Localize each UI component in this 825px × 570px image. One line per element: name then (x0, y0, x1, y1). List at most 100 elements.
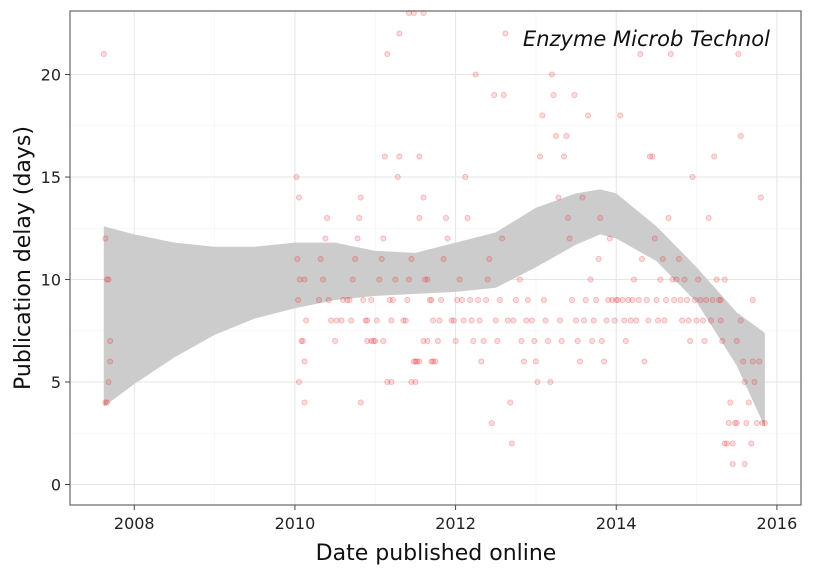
data-point (454, 297, 461, 304)
y-tick-label: 20 (41, 66, 61, 85)
data-point (609, 297, 616, 304)
data-point (531, 338, 538, 345)
data-point (561, 153, 568, 160)
data-point (701, 338, 708, 345)
data-point (641, 358, 648, 365)
data-point (491, 92, 498, 99)
data-point (386, 297, 393, 304)
data-point (705, 215, 712, 222)
data-point (456, 276, 463, 283)
data-point (364, 317, 371, 324)
data-point (745, 399, 752, 406)
data-point (103, 399, 110, 406)
data-point (464, 215, 471, 222)
smoothing-confidence-band (103, 189, 765, 428)
data-point (741, 461, 748, 468)
data-point (301, 358, 308, 365)
data-point (613, 297, 620, 304)
x-axis-ticks: 2008 2010 2012 2014 2016 (114, 505, 797, 533)
data-point (727, 399, 734, 406)
data-point (733, 420, 740, 427)
data-point (502, 30, 509, 37)
data-point (711, 153, 718, 160)
data-point (761, 420, 768, 427)
data-point (740, 358, 747, 365)
data-point (611, 317, 618, 324)
data-point (325, 297, 332, 304)
data-point (603, 317, 610, 324)
data-point (587, 276, 594, 283)
data-point (105, 379, 112, 386)
data-point (708, 317, 715, 324)
data-point (737, 317, 744, 324)
data-point (577, 358, 584, 365)
data-point (488, 420, 495, 427)
data-point (317, 256, 324, 263)
data-point (436, 317, 443, 324)
data-point (732, 420, 739, 427)
data-point (637, 51, 644, 58)
y-tick-label: 10 (41, 271, 61, 290)
data-point (492, 317, 499, 324)
data-point (593, 297, 600, 304)
data-point (478, 358, 485, 365)
data-point (303, 317, 310, 324)
data-point (460, 317, 467, 324)
data-point (320, 276, 327, 283)
data-point (601, 358, 608, 365)
data-point (547, 379, 554, 386)
data-point (396, 30, 403, 37)
data-point (719, 338, 726, 345)
data-point (428, 358, 435, 365)
y-tick-label: 15 (41, 168, 61, 187)
x-tick-label: 2016 (757, 514, 798, 533)
data-point (581, 317, 588, 324)
data-point (622, 338, 629, 345)
data-point (569, 297, 576, 304)
data-point (751, 379, 758, 386)
data-point (354, 235, 361, 242)
data-point (552, 133, 559, 140)
data-point (536, 153, 543, 160)
data-point (389, 297, 396, 304)
data-point (416, 153, 423, 160)
y-axis-title: Publication delay (days) (11, 126, 36, 390)
data-point (483, 297, 490, 304)
data-point (404, 297, 411, 304)
data-point (699, 317, 706, 324)
data-point (661, 317, 668, 324)
data-point (528, 317, 535, 324)
data-points (100, 10, 768, 468)
data-point (438, 297, 445, 304)
data-point (512, 297, 519, 304)
data-point (671, 297, 678, 304)
data-point (434, 338, 441, 345)
data-point (749, 297, 756, 304)
data-point (352, 256, 359, 263)
data-point (653, 297, 660, 304)
data-point (716, 297, 723, 304)
data-point (105, 276, 112, 283)
data-point (614, 297, 621, 304)
data-point (103, 276, 110, 283)
data-point (484, 276, 491, 283)
data-point (597, 215, 604, 222)
data-point (448, 317, 455, 324)
data-point (372, 338, 379, 345)
data-point (756, 358, 763, 365)
data-point (532, 358, 539, 365)
data-point (741, 379, 748, 386)
data-point (298, 338, 305, 345)
data-point (655, 317, 662, 324)
data-point (663, 297, 670, 304)
data-point (476, 317, 483, 324)
data-point (759, 420, 766, 427)
x-tick-label: 2010 (275, 514, 316, 533)
data-point (422, 276, 429, 283)
data-point (749, 358, 756, 365)
data-point (442, 215, 449, 222)
data-point (713, 276, 720, 283)
data-point (344, 297, 351, 304)
data-point (717, 297, 724, 304)
